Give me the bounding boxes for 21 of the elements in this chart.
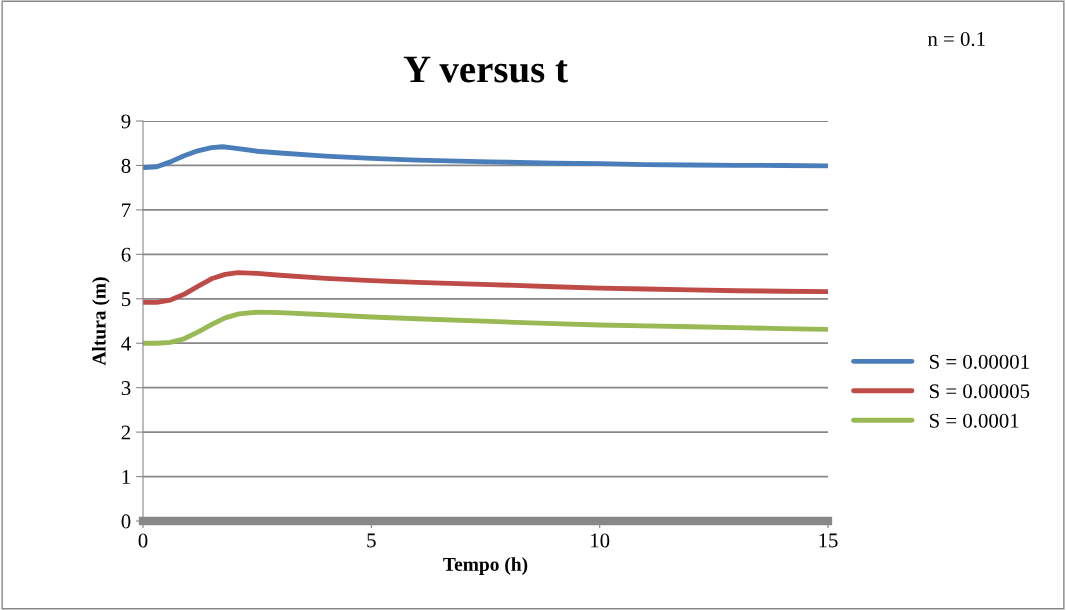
y-tick-label: 7: [122, 203, 131, 218]
y-tick-label: 5: [121, 292, 131, 307]
x-tick-label: 10: [591, 533, 610, 548]
y-tick-label: 4: [121, 336, 131, 351]
y-tick-label: 1: [122, 470, 130, 484]
legend-label: S = 0.00001: [929, 354, 1029, 369]
x-tick-label: 15: [819, 533, 838, 548]
chart-title: Y versus t: [403, 56, 568, 83]
y-tick-label: 2: [121, 425, 131, 440]
y-tick-label: 3: [121, 381, 131, 396]
legend-label: S = 0.00005: [929, 384, 1030, 399]
legend-label: S = 0.0001: [929, 413, 1019, 428]
text: n = 0.1: [927, 31, 985, 47]
x-tick-label: 5: [367, 533, 376, 548]
y-axis-title: Altura (m): [92, 277, 110, 366]
x-axis-title: Tempo (h): [443, 557, 528, 575]
y-tick-label: 6: [121, 247, 131, 262]
y-tick-label: 0: [121, 514, 131, 529]
y-tick-label: 9: [121, 114, 131, 129]
x-tick-label: 0: [138, 533, 148, 548]
y-tick-label: 8: [121, 158, 131, 173]
